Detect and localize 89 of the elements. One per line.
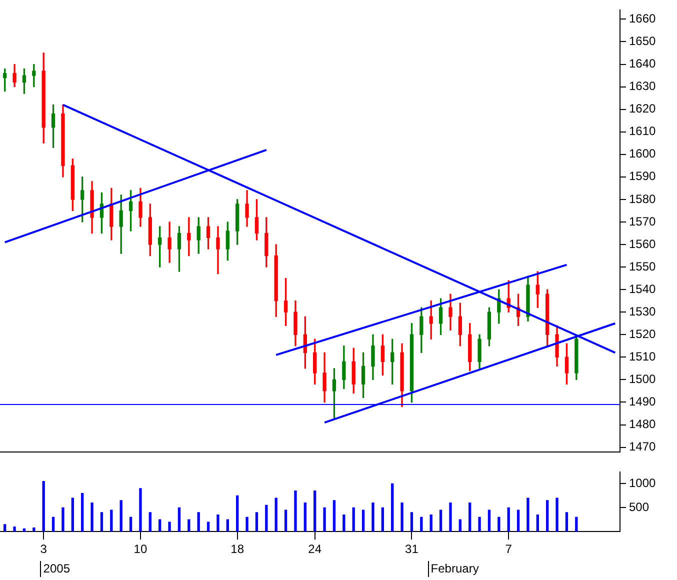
y-tick-label: 1560	[629, 236, 656, 251]
y-tick-label: 1630	[629, 79, 656, 94]
bar	[546, 500, 549, 532]
bar	[178, 507, 181, 532]
bar	[90, 502, 94, 532]
bar	[120, 500, 122, 532]
bar	[129, 516, 132, 532]
text: February	[430, 561, 479, 576]
bar	[430, 514, 432, 532]
x-tick-label: 10	[134, 542, 148, 556]
bar	[400, 502, 404, 532]
y-tick-label: 1000	[629, 476, 656, 490]
y-tick-label: 1530	[629, 304, 656, 318]
bar	[314, 490, 316, 532]
bar	[71, 498, 74, 532]
y-tick-label: 1600	[629, 146, 656, 161]
y-tick-label: 1590	[629, 169, 656, 184]
y-tick-label: 500	[629, 500, 650, 514]
y-tick-label: 1650	[629, 34, 656, 48]
bar	[294, 490, 297, 532]
bar	[342, 514, 346, 532]
bar	[158, 519, 162, 532]
y-tick-label: 1510	[629, 349, 656, 364]
bar	[478, 516, 481, 532]
bar	[188, 519, 190, 532]
bar	[81, 492, 84, 532]
bar	[42, 480, 45, 532]
x-tick-label: 7	[505, 542, 512, 556]
y-tick-label: 1620	[629, 102, 656, 116]
bar	[536, 514, 539, 532]
bar	[556, 498, 558, 532]
bar	[168, 522, 171, 532]
bar	[449, 502, 452, 532]
bar	[139, 488, 142, 532]
bar	[62, 507, 64, 532]
x-tick-label: 24	[308, 542, 322, 556]
bar	[255, 512, 258, 532]
y-tick-label: 1610	[629, 124, 656, 138]
bar	[381, 507, 384, 532]
bar	[32, 527, 36, 532]
bar	[498, 516, 500, 532]
y-tick-label: 1540	[629, 282, 656, 296]
x-tick-label: 31	[405, 542, 419, 556]
bar	[206, 522, 210, 532]
bar	[323, 507, 326, 532]
bar	[516, 510, 520, 532]
y-tick-label: 1660	[629, 12, 656, 26]
bar	[148, 512, 152, 532]
bar	[372, 502, 374, 532]
bar	[362, 510, 365, 532]
bar	[468, 502, 472, 532]
bar	[284, 510, 288, 532]
bar	[575, 516, 578, 532]
bar	[507, 507, 510, 532]
bar	[352, 507, 355, 532]
bar	[4, 524, 6, 532]
bar	[488, 510, 491, 532]
bar	[226, 519, 229, 532]
y-tick-label: 1580	[629, 192, 656, 206]
bar	[197, 512, 200, 532]
bar	[410, 512, 414, 532]
x-tick-label: 18	[230, 542, 244, 556]
y-tick-label: 1500	[629, 372, 656, 386]
text: 2005	[43, 561, 70, 576]
x-tick-label: 3	[40, 542, 48, 556]
bar	[110, 510, 113, 532]
bar	[391, 483, 394, 532]
y-tick-label: 1570	[629, 214, 656, 228]
bar	[420, 516, 423, 532]
y-tick-label: 1490	[629, 394, 656, 409]
bar	[304, 502, 306, 532]
bar	[13, 526, 16, 532]
bar	[246, 516, 248, 532]
y-tick-label: 1480	[629, 417, 656, 432]
bar	[216, 514, 220, 532]
y-tick-label: 1640	[629, 56, 656, 71]
y-tick-label: 1520	[629, 326, 656, 341]
bar	[265, 504, 268, 532]
bar	[274, 498, 278, 532]
bar	[52, 516, 55, 532]
bar	[565, 512, 568, 532]
y-tick-label: 1550	[629, 259, 656, 274]
bar	[236, 495, 239, 532]
bar	[100, 512, 104, 532]
bar	[332, 500, 336, 532]
y-tick-label: 1470	[629, 440, 656, 454]
bar	[439, 510, 442, 532]
bar	[458, 519, 462, 532]
bar	[526, 498, 530, 532]
